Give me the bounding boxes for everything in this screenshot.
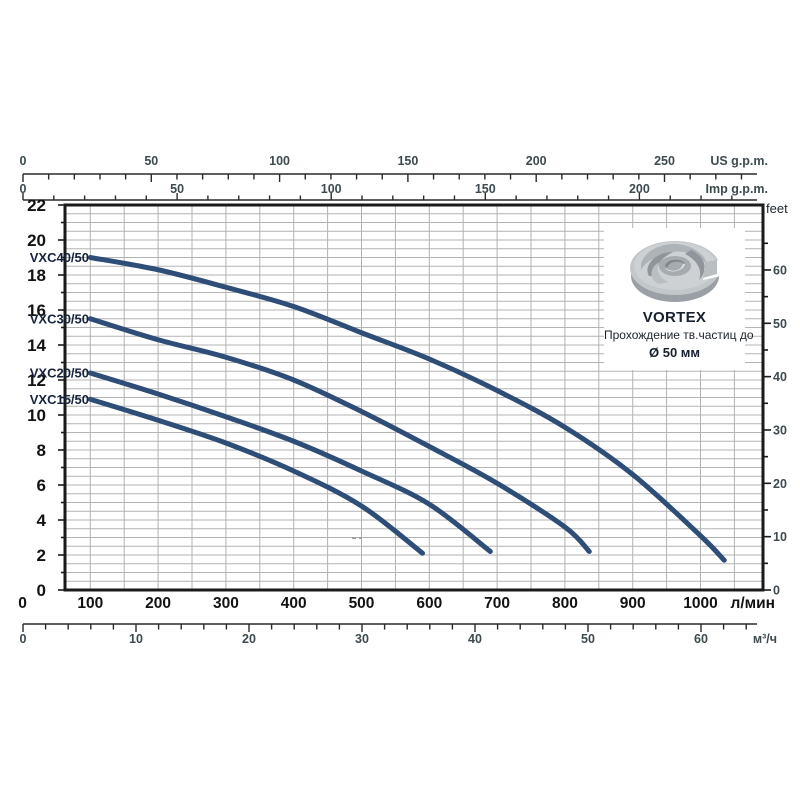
head-m-tick-label: 14 [27,336,46,355]
feet-tick-label: 10 [773,530,787,544]
curve-label-vxc40-50: VXC40/50 [30,250,89,265]
m3h-tick-label: 0 [20,632,27,646]
feet-tick-label: 0 [773,584,780,598]
curve-vxc30-50 [87,316,592,554]
lmin-tick-label: 300 [213,595,239,612]
feet-tick-label: 60 [773,263,787,277]
feet-unit-label: feet [766,201,788,216]
imp-gpm-tick-label: 200 [629,182,650,196]
m3h-tick-label: 50 [581,632,595,646]
imp-gpm-tick-label: 0 [20,182,27,196]
impeller-svg [629,241,721,302]
vortex-annotation-box: VORTEX Прохождение тв.частиц до Ø 50 мм [604,228,754,370]
curve-vxc20-50 [87,370,493,554]
us-gpm-tick-label: 200 [526,154,547,168]
m3h-tick-label: 30 [355,632,369,646]
m3h-unit-label: м³/ч [753,632,777,646]
feet-tick-label: 30 [773,423,787,437]
head-m-tick-label: 0 [37,581,46,600]
feet-tick-label: 50 [773,317,787,331]
imp-gpm-unit-label: Imp g.p.m. [706,182,769,196]
m3h-tick-label: 60 [694,632,708,646]
vortex-title: VORTEX [642,309,707,326]
lmin-tick-label: 1000 [683,595,717,612]
lmin-tick-label: 500 [349,595,375,612]
lmin-unit-label: л/мин [730,595,775,612]
head-m-tick-label: 22 [27,196,46,215]
feet-tick-label: 20 [773,477,787,491]
us-gpm-tick-label: 100 [269,154,290,168]
vortex-impeller-icon [604,232,745,308]
head-m-tick-label: 20 [27,231,46,250]
lmin-tick-label: 0 [18,595,27,612]
lmin-tick-label: 900 [620,595,646,612]
us-gpm-unit-label: US g.p.m. [710,154,768,168]
imp-gpm-tick-label: 150 [475,182,496,196]
curve-label-vxc15-50: VXC15/50 [30,392,89,407]
vortex-particle-text: Прохождение тв.частиц до [604,328,754,342]
lmin-tick-label: 600 [416,595,442,612]
lmin-tick-label: 700 [484,595,510,612]
imp-gpm-tick-label: 50 [170,182,184,196]
lmin-tick-label: 400 [281,595,307,612]
head-m-tick-label: 12 [27,371,46,390]
head-m-tick-label: 18 [27,266,46,285]
imp-gpm-tick-label: 100 [321,182,342,196]
lmin-tick-label: 800 [552,595,578,612]
head-m-tick-label: 16 [27,301,46,320]
curve-vxc15-50 [87,396,426,556]
head-m-tick-label: 4 [37,511,47,530]
us-gpm-tick-label: 250 [654,154,675,168]
head-m-tick-label: 10 [27,406,46,425]
lmin-tick-label: 100 [77,595,103,612]
m3h-tick-label: 20 [242,632,256,646]
us-gpm-tick-label: 150 [397,154,418,168]
curve-vxc40-50 [87,255,727,563]
m3h-tick-label: 10 [129,632,143,646]
us-gpm-tick-label: 50 [144,154,158,168]
us-gpm-tick-label: 0 [20,154,27,168]
feet-tick-label: 40 [773,370,787,384]
head-m-tick-label: 6 [37,476,46,495]
curve-label-vxc20-50: VXC20/50 [30,366,89,381]
head-m-tick-label: 8 [37,441,46,460]
curve-label-vxc30-50: VXC30/50 [30,311,89,326]
lmin-tick-label: 200 [145,595,171,612]
head-m-tick-label: 2 [37,546,46,565]
vortex-diameter-text: Ø 50 мм [648,345,701,360]
m3h-tick-label: 40 [468,632,482,646]
